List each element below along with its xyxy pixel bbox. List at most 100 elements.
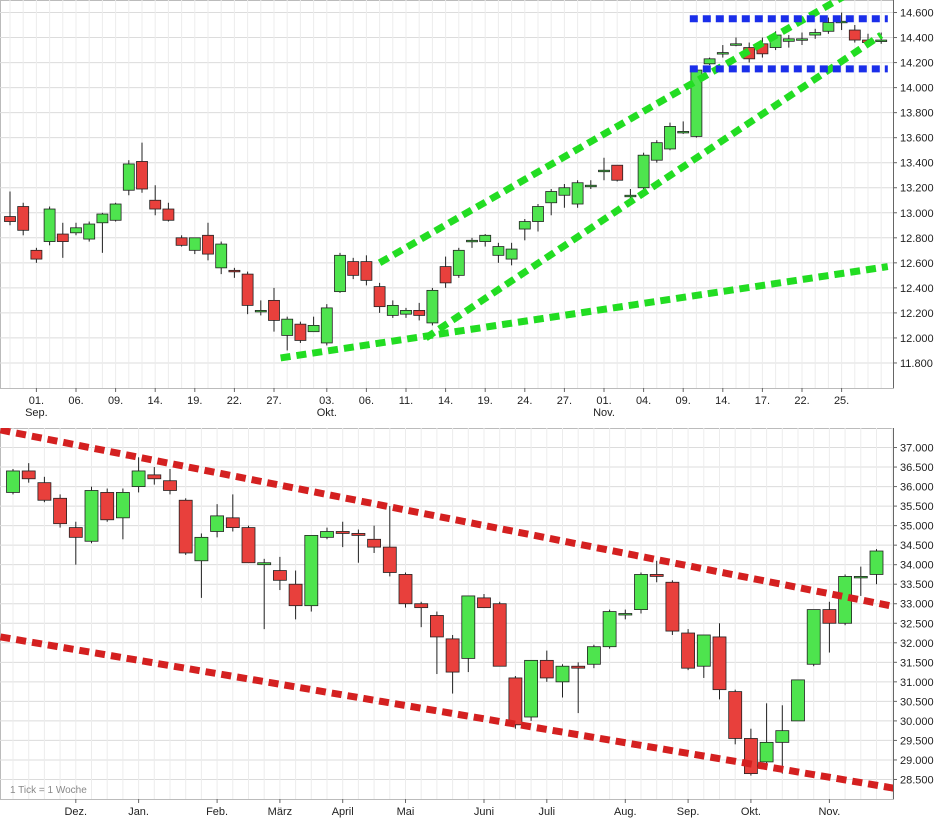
bottom-y-tick-label: 34.000 <box>900 560 934 572</box>
bottom-candle <box>838 574 852 626</box>
bottom-candle-body <box>272 570 287 581</box>
bottom-y-tick-label: 31.000 <box>900 677 934 689</box>
top-candle <box>30 247 43 263</box>
top-candle-body <box>43 208 56 242</box>
bottom-candle <box>147 467 162 485</box>
bottom-candle-body <box>147 474 162 480</box>
top-y-tick-label: 13.600 <box>900 133 934 145</box>
bottom-candle <box>414 601 429 628</box>
bottom-candle-body <box>414 603 429 609</box>
bottom-candle-body <box>539 659 554 679</box>
top-candle <box>466 237 478 248</box>
top-candle-body <box>56 233 69 242</box>
bottom-candle-body <box>68 527 83 538</box>
top-candle <box>122 160 135 196</box>
bottom-trend-overlays <box>0 428 893 792</box>
bottom-x-tick-label: Aug. <box>614 806 637 818</box>
top-candle <box>558 183 571 208</box>
top-candle-body <box>730 43 742 46</box>
bottom-candle-body <box>571 665 586 669</box>
bottom-x-tick-label: Nov. <box>818 806 840 818</box>
top-x-tick-sublabel: Nov. <box>593 407 615 419</box>
bottom-candle <box>634 572 648 614</box>
bottom-candle <box>477 593 491 609</box>
bottom-x-tick-label: Mai <box>397 806 415 818</box>
bottom-candle <box>53 494 67 528</box>
top-candle <box>175 235 188 247</box>
top-candle-body <box>175 237 188 246</box>
top-candle-body <box>452 249 465 276</box>
bottom-candle <box>131 457 146 493</box>
top-candle <box>347 257 360 280</box>
top-x-tick-sublabel: Sep. <box>25 407 48 419</box>
bottom-candle <box>445 634 460 694</box>
top-candle <box>611 164 624 182</box>
top-candle-body <box>505 248 518 260</box>
bottom-candle-body <box>744 738 758 775</box>
top-candle-body <box>716 52 729 55</box>
bottom-candle-body <box>696 634 711 667</box>
bottom-candle <box>853 566 868 596</box>
bottom-candle <box>602 609 617 649</box>
top-candle-body <box>307 325 320 333</box>
top-candle <box>664 122 676 151</box>
top-y-tick-label: 12.200 <box>900 308 934 320</box>
top-candle-body <box>4 216 16 222</box>
bottom-y-tick-label: 29.000 <box>900 755 934 767</box>
top-candle <box>848 25 861 43</box>
bottom-candle <box>618 609 633 620</box>
top-candle-body <box>413 309 426 316</box>
top-candle-body <box>268 299 280 321</box>
top-green-trendline <box>280 263 889 362</box>
top-candle-body <box>677 131 690 134</box>
top-candle-body <box>571 182 584 205</box>
bottom-candle-body <box>6 470 20 493</box>
top-candle <box>17 202 30 236</box>
bottom-candle-body <box>634 574 648 610</box>
top-y-tick-label: 11.800 <box>900 358 933 370</box>
top-y-tick-label: 14.200 <box>900 58 934 70</box>
bottom-candle <box>100 488 115 522</box>
top-candle-body <box>637 154 650 189</box>
top-candle <box>96 212 109 253</box>
top-candle <box>109 202 122 222</box>
top-y-tick-label: 14.400 <box>900 33 934 45</box>
top-y-tick-label: 12.400 <box>900 283 934 295</box>
top-candle <box>479 234 492 247</box>
top-x-tick-sublabel: Okt. <box>317 407 337 419</box>
top-candle <box>241 271 254 315</box>
bottom-y-tick-label: 28.500 <box>900 774 934 786</box>
top-y-tick-label: 14.600 <box>900 8 934 20</box>
bottom-y-tick-label: 29.500 <box>900 735 934 747</box>
top-candle-body <box>320 307 333 344</box>
bottom-candle <box>869 549 884 585</box>
bottom-candle-body <box>100 492 115 521</box>
bottom-candle <box>429 611 444 675</box>
top-candle <box>545 188 558 216</box>
top-candle-body <box>796 38 808 41</box>
top-x-tick-label: 14. <box>715 395 730 407</box>
top-candle-body <box>281 318 294 336</box>
top-candle-body <box>83 223 96 240</box>
top-candle-body <box>122 163 135 191</box>
bottom-candle <box>241 525 256 564</box>
top-candle <box>822 17 835 34</box>
top-candle-body <box>466 239 478 243</box>
bottom-candle-body <box>84 490 99 542</box>
top-candle <box>202 222 214 261</box>
top-x-tick-label: 06. <box>359 395 374 407</box>
bottom-footnote: 1 Tick = 1 Woche <box>10 785 87 796</box>
top-candle <box>307 316 320 333</box>
top-candle <box>70 222 82 236</box>
bottom-candle <box>822 601 837 653</box>
top-candle <box>650 140 663 163</box>
top-candle <box>571 180 584 208</box>
top-candle <box>43 206 56 246</box>
top-candle-body <box>624 194 637 198</box>
bottom-x-tick-label: April <box>332 806 354 818</box>
bottom-candle-body <box>665 581 680 632</box>
top-candle-body <box>109 203 122 221</box>
top-candle <box>4 191 16 226</box>
top-candle-body <box>822 22 835 32</box>
bottom-candle <box>398 572 413 608</box>
